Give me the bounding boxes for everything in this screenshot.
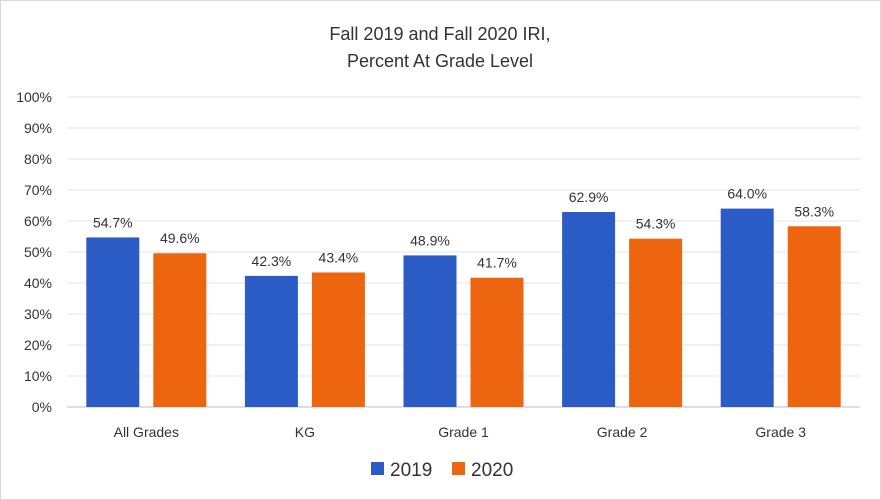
data-label: 49.6% [160, 230, 200, 246]
y-tick-label: 10% [24, 368, 52, 384]
bar-2020 [787, 226, 841, 407]
y-tick-label: 20% [24, 337, 52, 353]
y-tick-label: 30% [24, 306, 52, 322]
x-tick-label: KG [295, 424, 315, 440]
y-tick-label: 50% [24, 244, 52, 260]
x-tick-label: Grade 2 [597, 424, 648, 440]
chart-title-line-1: Fall 2019 and Fall 2020 IRI, [329, 24, 550, 44]
data-label: 54.7% [93, 214, 133, 230]
y-tick-label: 40% [24, 275, 52, 291]
data-label: 58.3% [794, 203, 834, 219]
bar-2019 [720, 208, 774, 407]
y-tick-label: 0% [32, 399, 52, 415]
bar-2020 [629, 238, 683, 407]
bar-2020 [311, 272, 365, 407]
y-tick-label: 90% [24, 120, 52, 136]
legend-swatch [452, 462, 465, 475]
x-tick-label: All Grades [114, 424, 179, 440]
data-label: 62.9% [569, 189, 609, 205]
y-tick-label: 80% [24, 151, 52, 167]
chart-title-line-2: Percent At Grade Level [347, 51, 533, 71]
bar-2019 [562, 212, 616, 407]
bar-2019 [403, 255, 457, 407]
legend-label: 2019 [390, 460, 432, 481]
bar-2019 [86, 237, 140, 407]
x-tick-label: Grade 3 [755, 424, 806, 440]
data-label: 41.7% [477, 255, 517, 271]
data-label: 54.3% [636, 216, 676, 232]
data-label: 43.4% [319, 249, 359, 265]
data-label: 64.0% [727, 186, 767, 202]
y-tick-label: 70% [24, 182, 52, 198]
y-tick-label: 100% [16, 89, 52, 105]
y-tick-label: 60% [24, 213, 52, 229]
bar-2019 [244, 275, 298, 407]
legend-label: 2020 [471, 460, 513, 481]
data-label: 48.9% [410, 232, 450, 248]
x-tick-label: Grade 1 [438, 424, 489, 440]
bar-2020 [153, 253, 207, 407]
legend-swatch [371, 462, 384, 475]
bar-2020 [470, 277, 524, 407]
data-label: 42.3% [252, 253, 292, 269]
